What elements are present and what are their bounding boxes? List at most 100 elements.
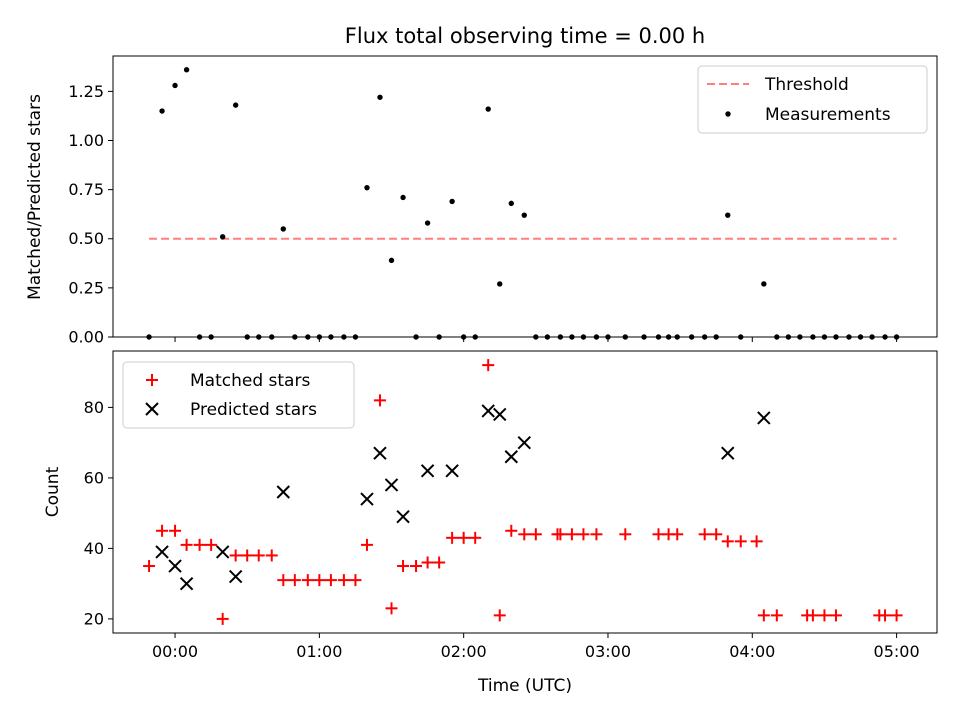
ratio-y-tick-label: 0.00 xyxy=(68,328,104,347)
count-y-tick-label: 60 xyxy=(84,468,104,487)
predicted-star-point xyxy=(373,446,387,460)
matched-star-point xyxy=(590,528,603,541)
predicted-star-point xyxy=(420,464,435,478)
matched-star-point xyxy=(493,609,506,622)
matched-star-point xyxy=(529,528,542,541)
measurement-point xyxy=(508,200,514,207)
predicted-star-d2 xyxy=(721,446,735,460)
predicted-star-d2 xyxy=(179,576,194,591)
measurements-legend-label: Measurements xyxy=(765,105,891,125)
count-y-tick-label: 20 xyxy=(84,609,104,628)
matched-star-point xyxy=(652,528,665,541)
predicted-star-point xyxy=(504,450,518,464)
matched-star-point xyxy=(360,538,373,551)
chart-title: Flux total observing time = 0.00 h xyxy=(345,24,705,48)
matched-star-point xyxy=(482,359,495,372)
matched-star-point xyxy=(156,524,169,537)
count-plot-area: 20 40 60 80 00:00 01:00 02:00 03:00 04:00 05:00 xyxy=(84,359,920,661)
x-tick-label: 03:00 xyxy=(585,642,631,661)
ratio-y-axis-label: Matched/Predicted stars xyxy=(25,94,45,300)
matched-star-point xyxy=(143,560,156,573)
matched-star-point xyxy=(433,556,446,569)
matched-star-point xyxy=(288,574,301,587)
matched-star-point xyxy=(180,538,193,551)
measurement-point xyxy=(521,212,527,218)
count-legend: Matched stars Predicted stars xyxy=(122,361,355,429)
predicted-star-point xyxy=(384,478,399,492)
matched-star-point xyxy=(421,556,434,569)
matched-star-point xyxy=(169,524,182,537)
matched-star-point xyxy=(446,531,459,544)
x-tick-label: 00:00 xyxy=(152,642,198,661)
matched-star-point xyxy=(698,528,711,541)
matched-star-point xyxy=(818,609,831,622)
matched-star-point xyxy=(229,549,242,562)
x-tick-label: 02:00 xyxy=(441,642,487,661)
predicted-star-d2 xyxy=(396,509,410,524)
matched-star-point xyxy=(577,528,590,541)
predicted-star-d2 xyxy=(420,464,435,478)
predicted-star-point xyxy=(481,404,495,418)
predicted-star-point xyxy=(360,492,374,506)
measurement-point xyxy=(485,106,491,112)
predicted-star-d2 xyxy=(757,411,771,425)
matched-star-point xyxy=(554,528,567,541)
matched-legend-label: Matched stars xyxy=(190,371,310,391)
predicted-star-point xyxy=(517,435,531,450)
ratio-y-tick-label: 1.25 xyxy=(68,82,104,101)
measurement-point xyxy=(449,198,455,205)
count-legend-box xyxy=(122,361,355,429)
x-tick-label: 05:00 xyxy=(874,642,920,661)
matched-star-point xyxy=(770,609,783,622)
matched-star-point xyxy=(734,535,747,548)
matched-star-point xyxy=(410,560,423,573)
count-y-tick-label: 40 xyxy=(84,539,104,558)
matched-star-point xyxy=(216,612,229,625)
predicted-star-d2 xyxy=(373,446,387,460)
predicted-star-point xyxy=(396,509,410,524)
ratio-y-tick-label: 1.00 xyxy=(68,131,104,150)
ratio-panel: Flux total observing time = 0.00 h 0.00 0… xyxy=(25,24,938,347)
predicted-star-d2 xyxy=(360,492,374,506)
matched-star-point xyxy=(385,602,398,615)
matched-star-point xyxy=(241,549,254,562)
measurement-point xyxy=(388,257,395,264)
ratio-y-tick-label: 0.50 xyxy=(68,229,104,248)
matched-star-point xyxy=(313,574,326,587)
predicted-star-point xyxy=(228,569,243,584)
measurement-point xyxy=(183,67,190,73)
measurement-point xyxy=(424,220,431,226)
matched-star-point xyxy=(518,528,531,541)
matched-star-point xyxy=(457,531,470,544)
matched-legend-swatch xyxy=(146,374,158,386)
predicted-star-d2 xyxy=(215,545,230,559)
ratio-plot-frame xyxy=(112,55,938,338)
predicted-star-d2 xyxy=(517,435,531,450)
matched-star-point xyxy=(671,528,684,541)
matched-star-point xyxy=(710,528,723,541)
predicted-star-d2 xyxy=(276,485,290,499)
x-axis-label: Time (UTC) xyxy=(477,676,572,696)
measurement-point xyxy=(377,94,383,100)
ratio-plot-area: 0.00 0.25 0.50 0.75 1.00 1.25 xyxy=(68,67,900,347)
measurement-point xyxy=(761,281,767,287)
predicted-star-point xyxy=(215,545,230,559)
measurement-point xyxy=(497,281,503,287)
matched-star-point xyxy=(469,531,482,544)
measurements-legend-swatch xyxy=(725,111,731,117)
matched-star-point xyxy=(193,538,206,551)
matched-star-point xyxy=(252,549,265,562)
predicted-star-d2 xyxy=(228,569,243,584)
matched-star-point xyxy=(349,574,362,587)
threshold-legend-label: Threshold xyxy=(764,75,849,95)
count-y-tick-label: 80 xyxy=(84,398,104,417)
predicted-star-d2 xyxy=(155,545,169,559)
matched-star-point xyxy=(324,574,337,587)
measurement-point xyxy=(364,184,370,191)
predicted-star-point xyxy=(155,545,169,559)
measurement-point xyxy=(219,234,226,240)
predicted-star-point xyxy=(168,559,182,573)
count-plot-frame xyxy=(112,350,938,634)
x-tick-label: 01:00 xyxy=(296,642,342,661)
predicted-star-point xyxy=(757,411,771,425)
